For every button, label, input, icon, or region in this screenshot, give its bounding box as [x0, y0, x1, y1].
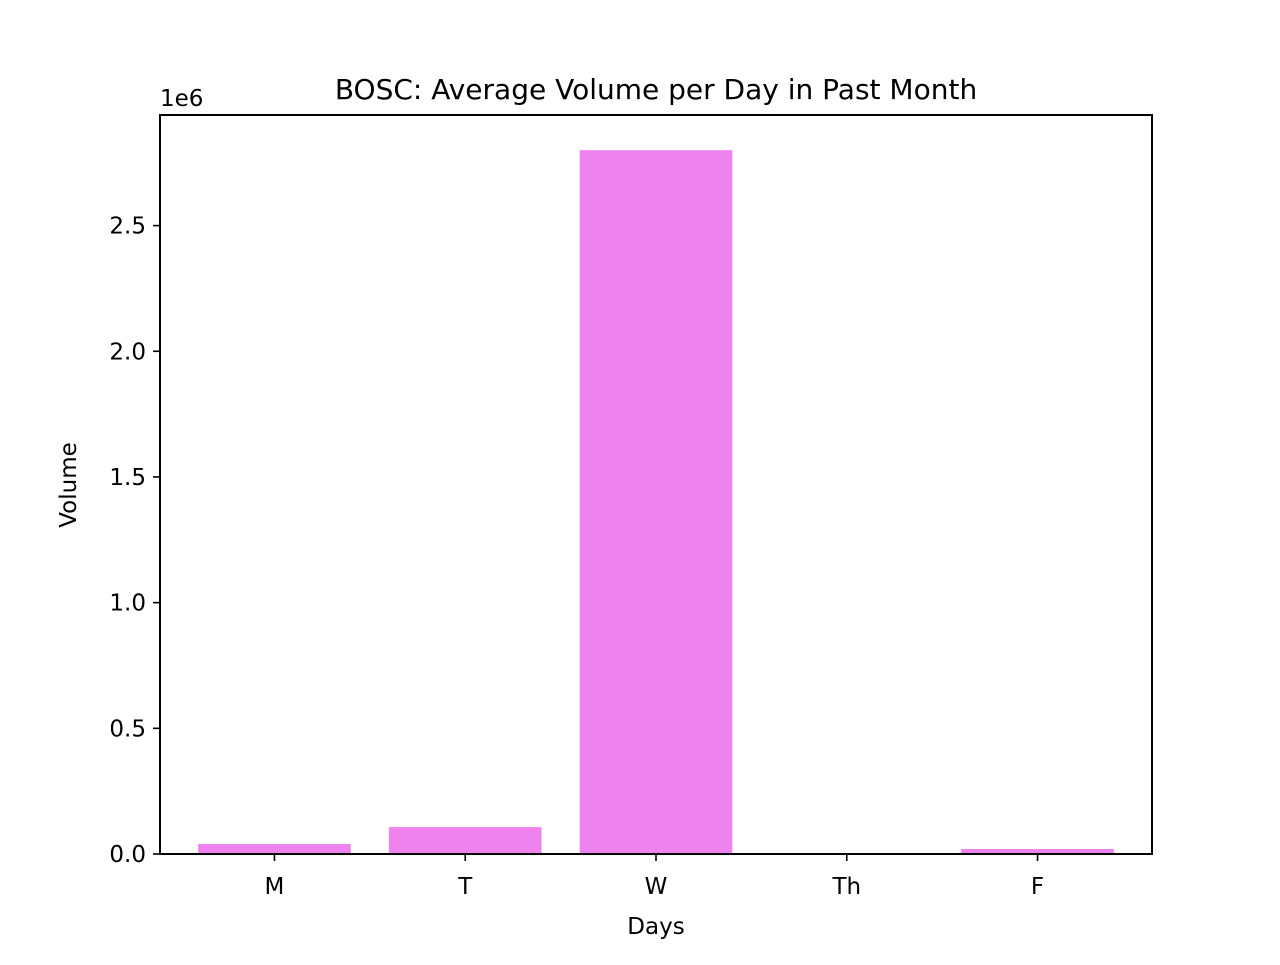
y-tick-label: 1.5: [109, 465, 146, 491]
y-tick-label: 1.0: [109, 591, 146, 617]
y-axis-ticks: 0.0 0.5 1.0 1.5 2.0 2.5: [109, 214, 160, 868]
bar-m: [198, 843, 351, 854]
y-tick-label: 0.0: [109, 842, 146, 868]
y-tick-label: 2.5: [109, 214, 146, 240]
bar-w: [579, 150, 733, 854]
y-axis-label: Volume: [56, 442, 82, 528]
chart-title: BOSC: Average Volume per Day in Past Mon…: [335, 73, 977, 106]
bar-t: [388, 827, 542, 854]
x-axis-label: Days: [627, 914, 684, 940]
y-tick-label: 0.5: [109, 716, 146, 742]
x-axis-ticks: M T W Th F: [265, 854, 1044, 900]
x-tick-label: F: [1031, 874, 1044, 900]
bars-group: [198, 150, 1114, 854]
x-tick-label: M: [265, 874, 285, 900]
bar-f: [961, 848, 1114, 854]
x-tick-label: W: [645, 874, 668, 900]
y-tick-label: 2.0: [109, 339, 146, 365]
x-tick-label: Th: [831, 874, 861, 900]
x-tick-label: T: [457, 874, 473, 900]
plot-area-frame: [159, 114, 1153, 855]
y-axis-offset-label: 1e6: [160, 86, 203, 112]
